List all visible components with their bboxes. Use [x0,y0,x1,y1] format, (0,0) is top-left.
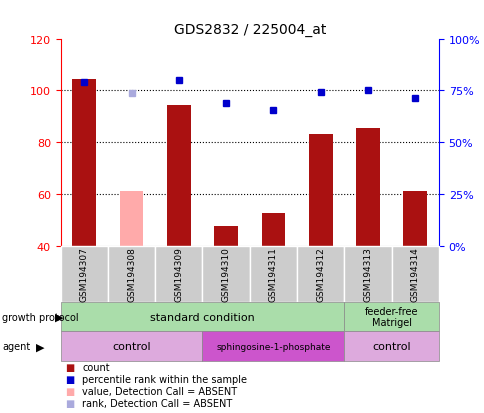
Text: ■: ■ [65,362,75,372]
Title: GDS2832 / 225004_at: GDS2832 / 225004_at [173,23,325,37]
Text: value, Detection Call = ABSENT: value, Detection Call = ABSENT [82,386,237,396]
Text: rank, Detection Call = ABSENT: rank, Detection Call = ABSENT [82,398,232,408]
Text: control: control [112,342,151,351]
Text: GSM194307: GSM194307 [79,247,89,301]
Text: ■: ■ [65,386,75,396]
Text: control: control [372,342,410,351]
Text: agent: agent [2,342,30,351]
Bar [308,135,332,246]
Text: GSM194309: GSM194309 [174,247,183,301]
Bar [120,192,143,246]
Text: GSM194313: GSM194313 [363,247,372,301]
Bar [261,214,285,246]
Bar [166,105,190,246]
Bar [72,80,96,246]
Text: GSM194312: GSM194312 [316,247,325,301]
Bar [403,192,426,246]
Bar [214,227,238,246]
Text: growth protocol: growth protocol [2,312,79,322]
Text: GSM194308: GSM194308 [127,247,136,301]
Text: ■: ■ [65,374,75,384]
Text: GSM194311: GSM194311 [268,247,277,301]
Text: ▶: ▶ [55,312,63,322]
Text: ▶: ▶ [36,342,45,351]
Bar [355,129,379,246]
Text: GSM194314: GSM194314 [410,247,419,301]
Text: ■: ■ [65,398,75,408]
Text: percentile rank within the sample: percentile rank within the sample [82,374,247,384]
Text: GSM194310: GSM194310 [221,247,230,301]
Text: sphingosine-1-phosphate: sphingosine-1-phosphate [216,342,330,351]
Text: standard condition: standard condition [150,312,254,322]
Text: count: count [82,362,110,372]
Text: feeder-free
Matrigel: feeder-free Matrigel [364,306,418,327]
